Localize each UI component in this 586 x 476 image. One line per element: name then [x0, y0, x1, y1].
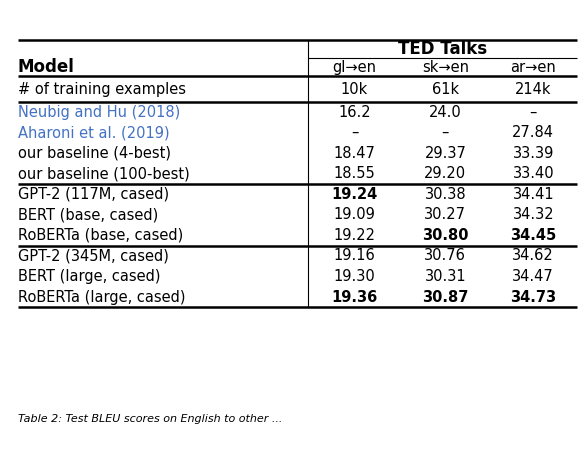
Text: Aharoni et al. (2019): Aharoni et al. (2019) [18, 125, 169, 140]
Text: –: – [442, 125, 449, 140]
Text: 29.20: 29.20 [424, 166, 466, 181]
Text: 29.37: 29.37 [424, 146, 466, 160]
Text: 30.38: 30.38 [424, 187, 466, 201]
Text: 34.73: 34.73 [510, 290, 556, 305]
Text: TED Talks: TED Talks [398, 40, 487, 58]
Text: –: – [530, 105, 537, 119]
Text: Neubig and Hu (2018): Neubig and Hu (2018) [18, 105, 180, 119]
Text: 33.39: 33.39 [513, 146, 554, 160]
Text: BERT (base, cased): BERT (base, cased) [18, 207, 158, 222]
Text: GPT-2 (345M, cased): GPT-2 (345M, cased) [18, 248, 168, 263]
Text: 10k: 10k [341, 81, 368, 97]
Text: Model: Model [18, 58, 74, 76]
Text: RoBERTa (large, cased): RoBERTa (large, cased) [18, 290, 185, 305]
Text: 24.0: 24.0 [429, 105, 462, 119]
Text: 27.84: 27.84 [512, 125, 554, 140]
Text: BERT (large, cased): BERT (large, cased) [18, 269, 160, 284]
Text: ar→en: ar→en [510, 60, 556, 75]
Text: 34.45: 34.45 [510, 228, 556, 243]
Text: 61k: 61k [432, 81, 459, 97]
Text: RoBERTa (base, cased): RoBERTa (base, cased) [18, 228, 183, 243]
Text: our baseline (100-best): our baseline (100-best) [18, 166, 189, 181]
Text: 30.87: 30.87 [422, 290, 469, 305]
Text: sk→en: sk→en [422, 60, 469, 75]
Text: our baseline (4-best): our baseline (4-best) [18, 146, 171, 160]
Text: Table 2: Test BLEU scores on English to other ...: Table 2: Test BLEU scores on English to … [18, 414, 282, 424]
Text: 30.76: 30.76 [424, 248, 466, 263]
Text: 34.41: 34.41 [512, 187, 554, 201]
Text: 19.22: 19.22 [333, 228, 376, 243]
Text: –: – [351, 125, 358, 140]
Text: 19.16: 19.16 [333, 248, 376, 263]
Text: 19.24: 19.24 [332, 187, 377, 201]
Text: 30.80: 30.80 [422, 228, 469, 243]
Text: 34.62: 34.62 [512, 248, 554, 263]
Text: 214k: 214k [515, 81, 551, 97]
Text: 18.55: 18.55 [333, 166, 376, 181]
Text: 19.09: 19.09 [333, 207, 376, 222]
Text: 19.36: 19.36 [332, 290, 377, 305]
Text: 16.2: 16.2 [338, 105, 371, 119]
Text: 30.27: 30.27 [424, 207, 466, 222]
Text: # of training examples: # of training examples [18, 81, 186, 97]
Text: gl→en: gl→en [332, 60, 377, 75]
Text: 33.40: 33.40 [512, 166, 554, 181]
Text: 19.30: 19.30 [333, 269, 376, 284]
Text: 18.47: 18.47 [333, 146, 376, 160]
Text: 34.47: 34.47 [512, 269, 554, 284]
Text: GPT-2 (117M, cased): GPT-2 (117M, cased) [18, 187, 169, 201]
Text: 30.31: 30.31 [424, 269, 466, 284]
Text: 34.32: 34.32 [512, 207, 554, 222]
